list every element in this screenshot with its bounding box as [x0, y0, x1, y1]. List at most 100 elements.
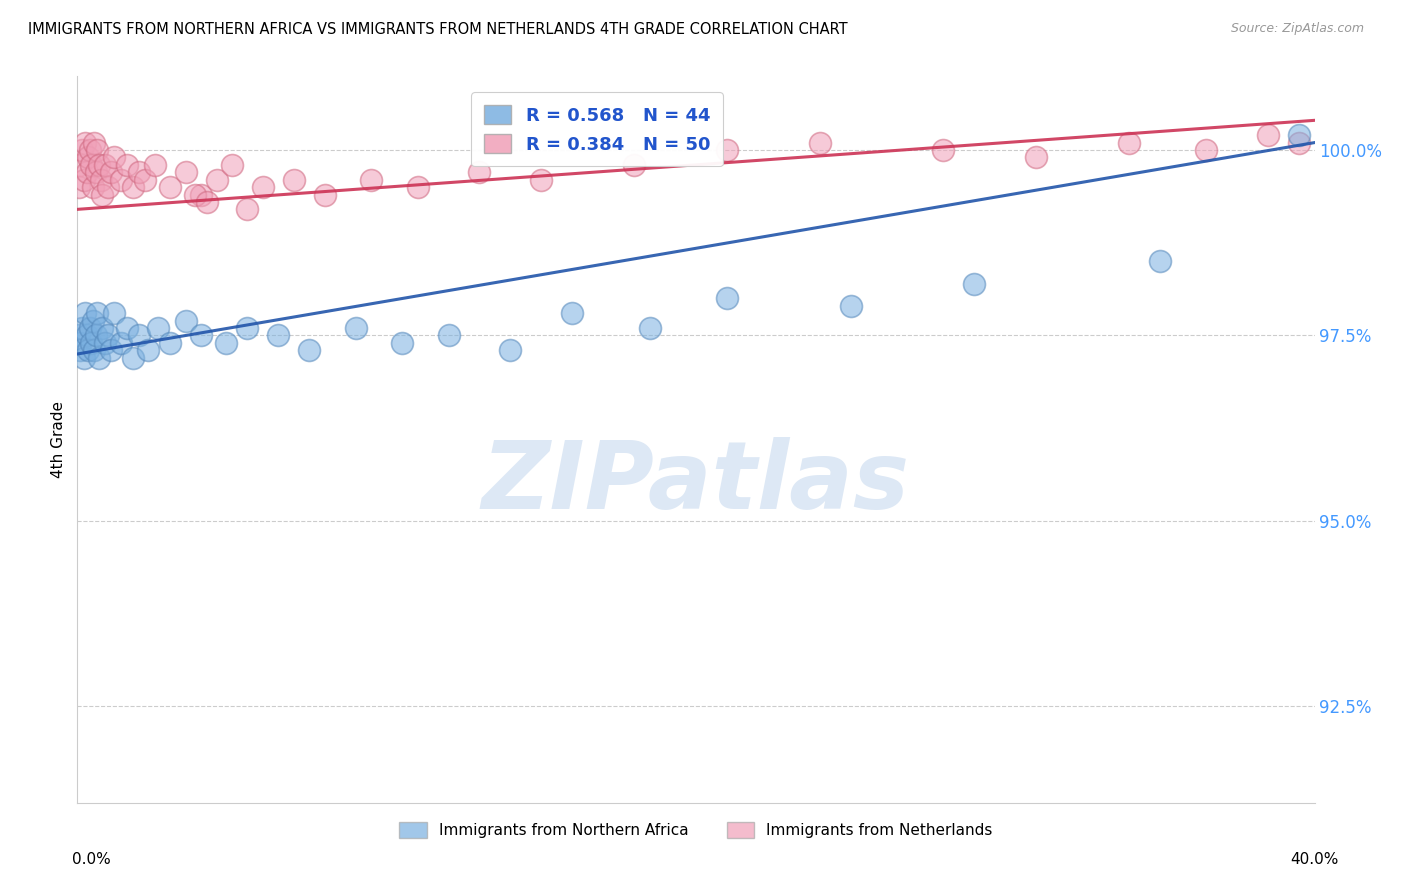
Point [69, 158, 91, 172]
Point [1257, 128, 1279, 143]
Point [80, 335, 103, 350]
Point [267, 328, 290, 343]
Point [115, 158, 138, 172]
Text: 40.0%: 40.0% [1291, 852, 1339, 867]
Point [1149, 254, 1171, 268]
Point [87, 351, 110, 365]
Point [808, 136, 831, 150]
Point [190, 187, 212, 202]
Point [143, 158, 166, 172]
Point [91, 187, 114, 202]
Point [76, 328, 98, 343]
Point [134, 172, 156, 186]
Point [86, 143, 108, 157]
Point [215, 335, 238, 350]
Point [122, 351, 145, 365]
Point [1195, 143, 1218, 157]
Point [159, 335, 181, 350]
Point [932, 143, 955, 157]
Point [252, 180, 274, 194]
Text: 0.0%: 0.0% [72, 852, 111, 867]
Point [314, 187, 336, 202]
Point [128, 328, 150, 343]
Point [87, 158, 110, 172]
Point [82, 313, 104, 327]
Point [236, 202, 259, 217]
Point [76, 165, 98, 179]
Point [716, 291, 738, 305]
Point [72, 172, 94, 186]
Point [530, 172, 553, 186]
Point [195, 194, 218, 209]
Point [72, 351, 94, 365]
Point [128, 165, 150, 179]
Point [561, 306, 583, 320]
Point [638, 321, 661, 335]
Point [90, 172, 111, 186]
Point [963, 277, 986, 291]
Point [83, 136, 105, 150]
Point [70, 143, 93, 157]
Point [1118, 136, 1140, 150]
Point [716, 143, 738, 157]
Point [80, 158, 103, 172]
Point [1288, 128, 1310, 143]
Point [77, 343, 100, 358]
Point [91, 321, 114, 335]
Point [69, 343, 91, 358]
Point [79, 321, 101, 335]
Point [69, 335, 91, 350]
Point [94, 335, 117, 350]
Point [623, 158, 645, 172]
Point [103, 306, 125, 320]
Point [67, 180, 90, 194]
Point [221, 158, 243, 172]
Point [437, 328, 460, 343]
Point [1288, 136, 1310, 150]
Point [86, 306, 108, 320]
Point [298, 343, 321, 358]
Text: ZIPatlas: ZIPatlas [482, 437, 910, 529]
Point [122, 180, 145, 194]
Legend: Immigrants from Northern Africa, Immigrants from Netherlands: Immigrants from Northern Africa, Immigra… [391, 814, 1001, 846]
Point [84, 328, 107, 343]
Point [190, 328, 212, 343]
Point [100, 165, 122, 179]
Text: IMMIGRANTS FROM NORTHERN AFRICA VS IMMIGRANTS FROM NETHERLANDS 4TH GRADE CORRELA: IMMIGRANTS FROM NORTHERN AFRICA VS IMMIG… [28, 22, 848, 37]
Point [391, 335, 413, 350]
Point [236, 321, 259, 335]
Point [110, 172, 132, 186]
Point [205, 172, 228, 186]
Point [360, 172, 382, 186]
Point [146, 321, 169, 335]
Point [174, 165, 197, 179]
Point [110, 335, 132, 350]
Point [103, 150, 125, 164]
Point [468, 165, 491, 179]
Point [174, 313, 197, 327]
Point [75, 306, 96, 320]
Point [83, 343, 105, 358]
Point [79, 143, 101, 157]
Point [94, 158, 117, 172]
Point [184, 187, 207, 202]
Point [97, 180, 120, 194]
Point [138, 343, 160, 358]
Point [82, 180, 104, 194]
Point [344, 321, 367, 335]
Point [1025, 150, 1047, 164]
Text: Source: ZipAtlas.com: Source: ZipAtlas.com [1230, 22, 1364, 36]
Point [499, 343, 522, 358]
Point [67, 328, 90, 343]
Point [115, 321, 138, 335]
Point [283, 172, 305, 186]
Point [84, 165, 107, 179]
Point [75, 136, 96, 150]
Point [159, 180, 181, 194]
Point [406, 180, 429, 194]
Point [100, 343, 122, 358]
Point [77, 150, 100, 164]
Point [839, 299, 862, 313]
Point [97, 328, 120, 343]
Y-axis label: 4th Grade: 4th Grade [51, 401, 66, 478]
